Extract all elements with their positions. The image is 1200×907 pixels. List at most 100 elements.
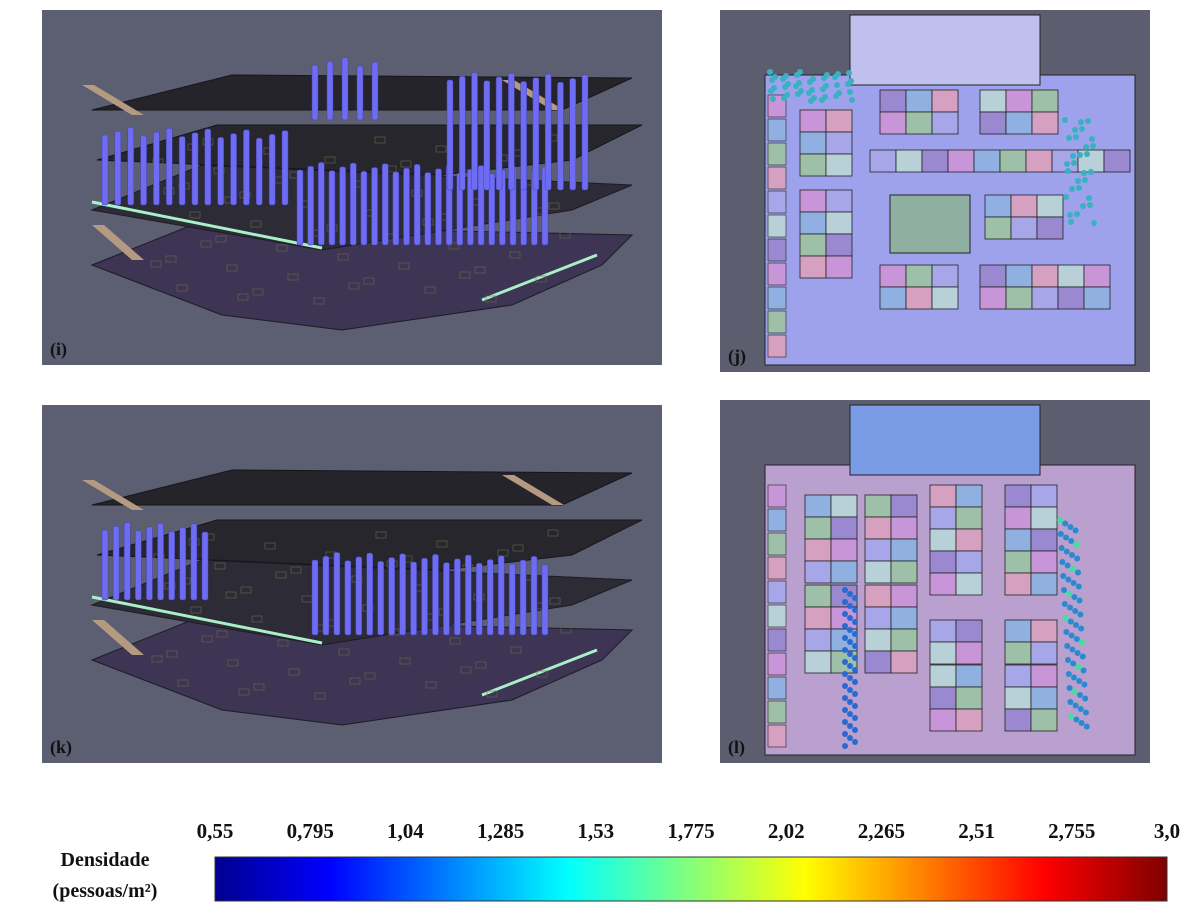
shop [800,110,826,132]
colorbar-unit: (pessoas/m²) [53,880,158,902]
shop [890,195,970,253]
pedestrian [1087,202,1093,208]
pedestrian [852,655,858,661]
pedestrian-column [124,522,130,600]
pedestrian [1059,545,1065,551]
shop [800,154,826,176]
shop [865,651,891,673]
shop [768,533,786,555]
shop [800,190,826,212]
shop [826,110,852,132]
pedestrian [852,739,858,745]
pedestrian-column [350,163,356,245]
pedestrian [1080,203,1086,209]
figure: (i)(j)(k)(l) Densidade (pessoas/m²) 0,55… [0,0,1200,907]
pedestrian [1085,118,1091,124]
shop [1005,665,1031,687]
pedestrian-column [531,556,537,635]
pedestrian [842,671,848,677]
pedestrian [783,73,789,79]
shop [1031,709,1057,731]
colorbar-tick-label: 2,51 [958,819,995,843]
shop [768,167,786,189]
shop [980,287,1006,309]
shop [1005,687,1031,709]
panel-label: (l) [728,737,745,758]
pedestrian-column [102,530,108,600]
pedestrian [852,691,858,697]
pedestrian-column [153,132,159,205]
colorbar-tick-label: 2,755 [1048,819,1095,843]
pedestrian [1075,664,1081,670]
pedestrian [1067,524,1073,530]
pedestrian [1090,143,1096,149]
pedestrian [1063,615,1069,621]
pedestrian [1062,601,1068,607]
shop [930,620,956,642]
panel: (i) [42,10,662,365]
pedestrian-column [179,137,185,205]
pedestrian [1074,211,1080,217]
pedestrian-column [411,562,417,635]
pedestrian [847,651,853,657]
pedestrian-column [256,138,262,205]
shop [805,517,831,539]
pedestrian [847,591,853,597]
shop [1032,265,1058,287]
shop [800,132,826,154]
shop [768,119,786,141]
pedestrian [1081,668,1087,674]
colorbar-title: Densidade [61,849,150,871]
shop [1005,620,1031,642]
shop [930,529,956,551]
pedestrian-column [269,134,275,205]
pedestrian-column [367,553,373,635]
pedestrian-column [128,128,134,205]
pedestrian-column [582,75,588,190]
shop [891,561,917,583]
shop [1000,150,1026,172]
shop [1005,507,1031,529]
pedestrian [848,78,854,84]
pedestrian-column [357,66,363,120]
pedestrian [1083,144,1089,150]
shop [956,709,982,731]
pedestrian [770,96,776,102]
shop [768,239,786,261]
shop [956,642,982,664]
pedestrian [1063,629,1069,635]
pedestrian-column [521,81,527,190]
colorbar-tick-label: 1,775 [667,819,714,843]
pedestrian [847,735,853,741]
pedestrian [847,711,853,717]
shop [880,90,906,112]
shop [1005,642,1031,664]
shop [768,485,786,507]
pedestrian [1068,619,1074,625]
colorbar-tick-label: 2,265 [858,819,905,843]
pedestrian [1058,531,1064,537]
shop [948,150,974,172]
shop [768,287,786,309]
shop [896,150,922,172]
pedestrian [1073,528,1079,534]
pedestrian-column [102,135,108,205]
shop [1005,551,1031,573]
pedestrian [1071,594,1077,600]
pedestrian [847,627,853,633]
pedestrian-column [166,128,172,205]
shop [831,539,857,561]
pedestrian [1079,720,1085,726]
shop [1005,485,1031,507]
shop [805,495,831,517]
shop [1031,551,1057,573]
panel: (j) [720,10,1150,372]
shop [956,665,982,687]
shop [768,605,786,627]
pedestrian-column [297,170,303,245]
shop [956,573,982,595]
shop [1011,217,1037,239]
pedestrian [1067,605,1073,611]
pedestrian [842,683,848,689]
pedestrian-column [520,560,526,635]
